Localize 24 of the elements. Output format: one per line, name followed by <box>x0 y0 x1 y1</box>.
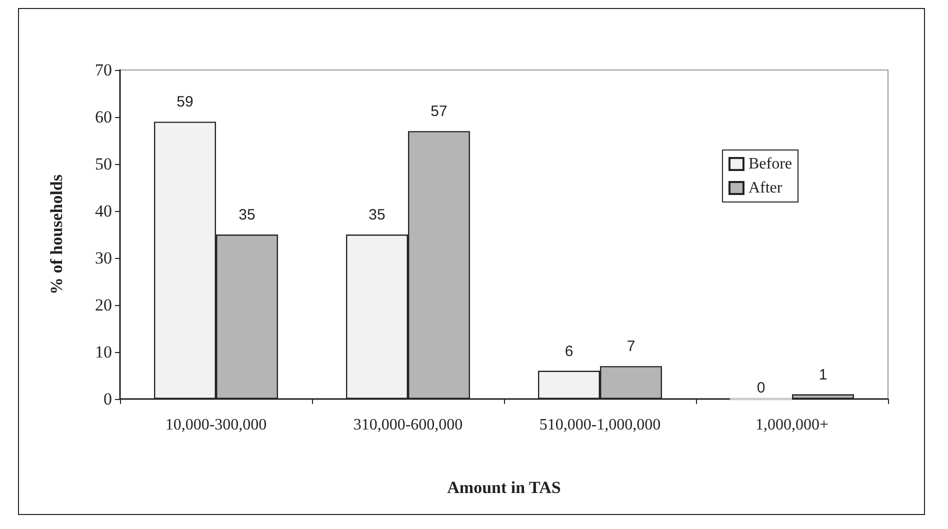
legend-label: After <box>748 180 783 196</box>
x-tick-label: 1,000,000+ <box>755 416 829 434</box>
data-label: 35 <box>238 206 256 224</box>
x-tick-label: 10,000-300,000 <box>165 416 267 434</box>
x-tick-label: 510,000-1,000,000 <box>539 416 661 434</box>
data-label: 35 <box>368 206 386 224</box>
y-tick-label: 30 <box>95 248 112 268</box>
data-label: 0 <box>756 380 766 396</box>
data-label: 59 <box>176 94 194 111</box>
y-tick-label: 0 <box>104 390 112 408</box>
y-tick-label: 10 <box>95 342 112 362</box>
x-axis-title: Amount in TAS <box>447 478 561 497</box>
data-label: 57 <box>430 103 448 120</box>
y-tick-label: 70 <box>95 60 112 80</box>
legend-label: Before <box>748 156 792 172</box>
data-label: 1 <box>818 366 828 384</box>
x-tick-label: 310,000-600,000 <box>353 416 463 434</box>
data-label: 7 <box>626 338 636 356</box>
y-tick-label: 20 <box>95 296 112 314</box>
data-label: 6 <box>564 342 574 360</box>
y-tick-label: 60 <box>95 108 112 126</box>
y-tick-label: 50 <box>95 154 112 174</box>
y-axis-title: % of households <box>47 174 66 294</box>
y-tick-label: 40 <box>95 202 112 220</box>
